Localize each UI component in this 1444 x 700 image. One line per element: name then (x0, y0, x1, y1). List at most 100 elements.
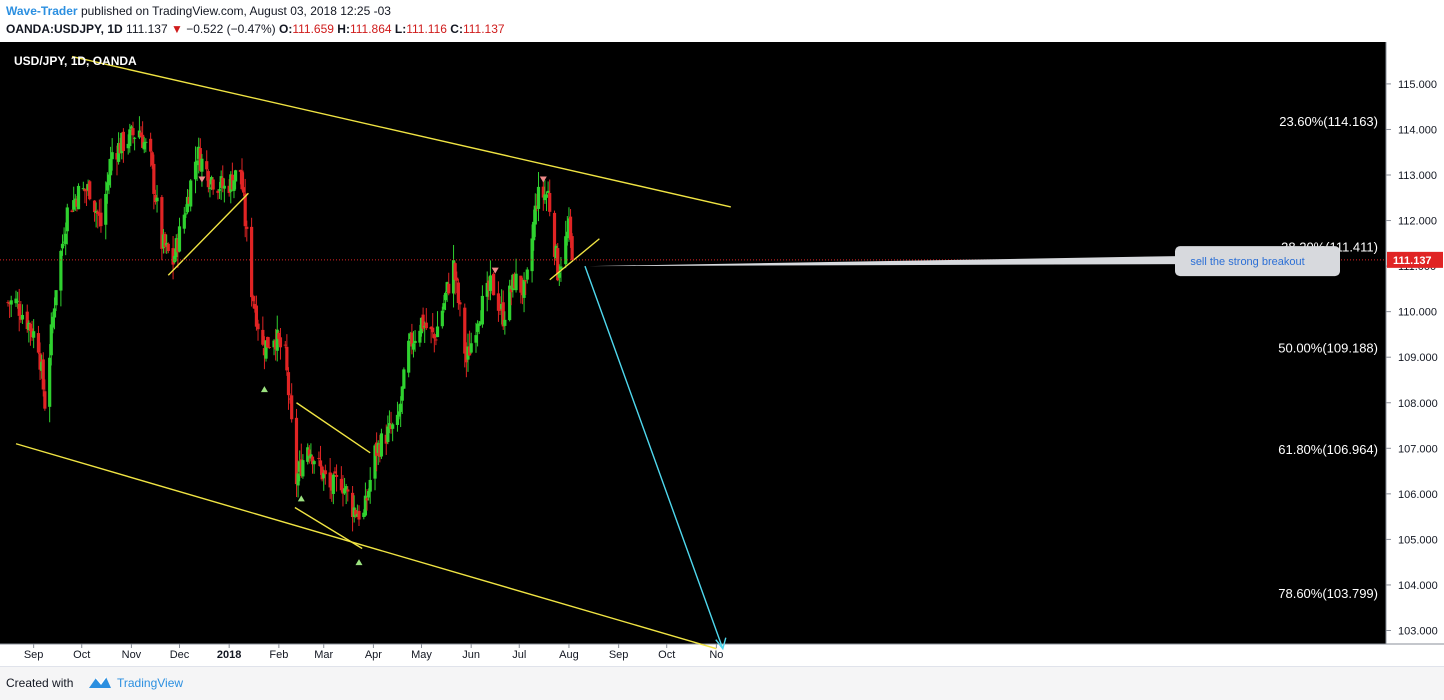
candle-body (208, 187, 212, 189)
candle-body (298, 461, 302, 472)
price-axis[interactable] (1386, 42, 1444, 644)
candle-body (330, 484, 334, 491)
author-link[interactable]: Wave-Trader (6, 4, 78, 18)
candle-body (431, 327, 435, 333)
candle-body (16, 300, 20, 302)
candle-body (28, 323, 33, 331)
chart-area[interactable]: 23.60%(114.163)38.20%(111.411)50.00%(109… (0, 42, 1444, 666)
candle-body (479, 321, 483, 325)
trendline (167, 192, 249, 276)
tradingview-logo-icon[interactable] (88, 674, 112, 690)
open-value: 111.659 (292, 22, 334, 36)
candle-body (442, 303, 446, 310)
candle-body (83, 188, 87, 192)
y-tick-label: 107.000 (1398, 443, 1438, 455)
candle-body (222, 185, 226, 189)
down-marker-icon (491, 267, 499, 274)
trendline (71, 55, 731, 208)
candle-body (250, 226, 254, 298)
x-tick-label: Apr (365, 649, 382, 661)
candle-body (120, 132, 124, 154)
candle-body (14, 298, 18, 304)
candle-body (407, 340, 411, 373)
candle-body (153, 194, 158, 203)
candle-body (205, 161, 209, 170)
candle-body (160, 197, 164, 249)
candle-body (339, 478, 343, 491)
candle-body (182, 214, 186, 229)
candle-body (232, 180, 236, 191)
candle-body (512, 274, 517, 289)
x-tick-label: Nov (122, 649, 142, 661)
candle-body (105, 182, 109, 191)
candle-body (384, 434, 388, 444)
candle-body (501, 302, 505, 327)
candle-body (458, 302, 462, 305)
candle-body (389, 425, 393, 430)
candle-body (126, 143, 130, 149)
x-tick-label: Feb (269, 649, 288, 661)
candle-body (544, 194, 549, 198)
candle-body (485, 282, 489, 297)
candle-body (368, 479, 372, 492)
candle-body (133, 137, 137, 139)
y-tick-label: 110.000 (1398, 307, 1437, 319)
candle-body (238, 169, 242, 172)
callout-text: sell the strong breakout (1190, 256, 1304, 268)
candle-body (131, 128, 135, 136)
candle-body (110, 152, 114, 160)
x-tick-label: Jun (462, 649, 480, 661)
y-tick-label: 109.000 (1398, 352, 1438, 364)
candle-body (88, 181, 92, 200)
price-chart[interactable]: 23.60%(114.163)38.20%(111.411)50.00%(109… (0, 42, 1444, 666)
candle-body (163, 233, 167, 248)
candle-body (296, 473, 300, 486)
fib-level-label: 23.60%(114.163) (1279, 114, 1378, 129)
candle-body (524, 280, 528, 282)
candle-body (65, 207, 69, 232)
tradingview-link[interactable]: TradingView (117, 676, 184, 690)
candle-body (456, 282, 460, 303)
candle-body (253, 304, 257, 309)
candle-body (49, 324, 53, 356)
candle-body (38, 353, 42, 370)
callout-box (1175, 246, 1340, 277)
candle-body (434, 339, 438, 341)
candle-body (197, 146, 201, 159)
candle-body (331, 474, 335, 494)
candle-body (161, 234, 166, 249)
candle-body (402, 369, 406, 389)
candle-body (54, 290, 58, 306)
candle-body (198, 148, 202, 171)
candle-body (424, 322, 428, 329)
candle-body (261, 329, 265, 345)
candle-body (334, 474, 339, 477)
last-price-badge (1387, 251, 1443, 268)
candle-body (342, 488, 347, 494)
candle-body (514, 273, 518, 291)
close-label: C: (450, 22, 463, 36)
candle-body (552, 212, 557, 257)
candle-body (355, 513, 359, 517)
candle-body (262, 348, 267, 356)
candle-body (290, 395, 294, 420)
candle-body (408, 333, 412, 340)
time-axis[interactable] (0, 644, 1444, 666)
candle-body (245, 226, 249, 229)
candle-body (165, 242, 169, 246)
candle-body (322, 472, 326, 479)
candle-body (70, 210, 74, 212)
candle-body (243, 193, 247, 227)
candle-body (546, 190, 550, 193)
candle-body (96, 211, 100, 214)
candle-body (559, 266, 563, 270)
candle-body (440, 310, 444, 327)
candle-body (520, 290, 525, 296)
last-price: 111.137 (126, 22, 168, 36)
candle-body (73, 198, 77, 204)
y-tick-label: 108.000 (1398, 398, 1438, 410)
candle-body (435, 326, 440, 338)
candle-body (144, 141, 148, 143)
candle-body (496, 293, 501, 311)
candle-body (211, 179, 215, 190)
